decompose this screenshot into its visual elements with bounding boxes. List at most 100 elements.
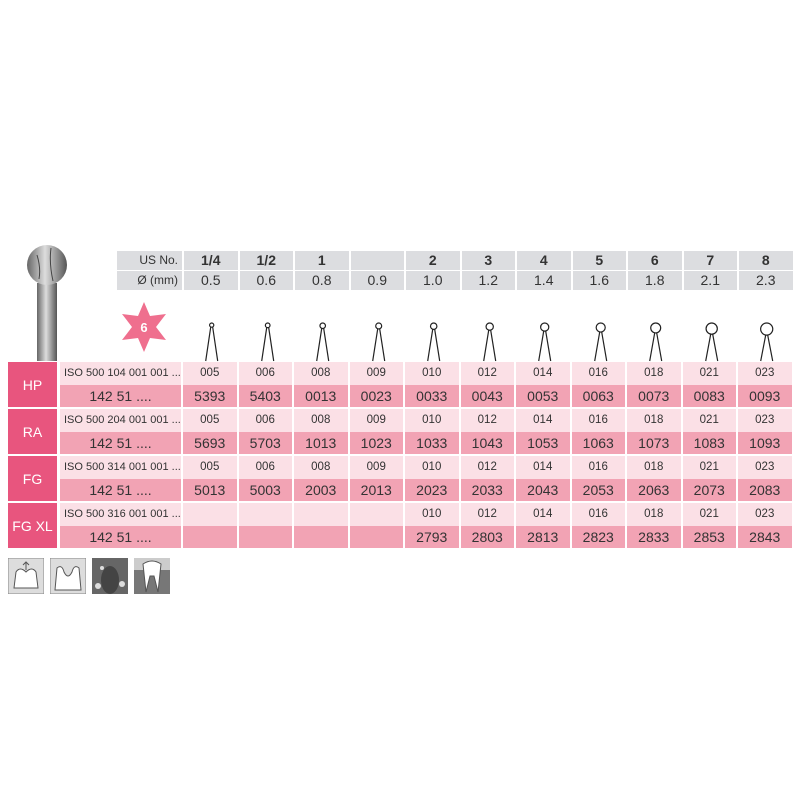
diameter-cell: 0.9 [350, 271, 404, 290]
size-cell: 023 [738, 409, 792, 432]
article-number-cell: 5703 [238, 431, 292, 454]
diameter-cell: 0.5 [184, 271, 238, 290]
article-number-cell [183, 525, 237, 548]
bur-shape-icon [538, 322, 552, 362]
size-cell: 023 [738, 503, 792, 526]
indication-icons [8, 558, 170, 594]
us-number-cell: 6 [628, 251, 682, 270]
handpiece-group-fg-xl: FG XL ISO 500 316 001 001 ... 010 012 014 016… [8, 503, 792, 548]
diameter-row: Ø (mm) 0.5 0.6 0.8 0.9 1.0 1.2 1.4 1.6 1.8 2.1 2.3 [117, 271, 793, 290]
article-number-cell: 1063 [571, 431, 625, 454]
article-number-cell: 2853 [682, 525, 736, 548]
us-label: US No. [117, 251, 182, 270]
article-number-cell: 2843 [738, 525, 792, 548]
size-cell: 010 [405, 503, 459, 526]
article-number-cell: 2013 [349, 478, 403, 501]
us-number-cell: 3 [461, 251, 515, 270]
bur-shape-icon [260, 322, 274, 362]
size-cell: 009 [349, 456, 403, 479]
handpiece-code: FG XL [8, 503, 57, 548]
size-cell: 010 [405, 409, 459, 432]
bur-shape-icon [593, 322, 607, 362]
article-number-cell [238, 525, 292, 548]
article-number-cell: 1043 [460, 431, 514, 454]
article-number-cell: 1073 [627, 431, 681, 454]
bur-shape-icon [427, 322, 441, 362]
size-cell [294, 503, 348, 526]
blade-count: 6 [140, 320, 147, 335]
article-number-cell: 2833 [627, 525, 681, 548]
size-cell [183, 503, 237, 526]
article-number-cell: 0053 [516, 384, 570, 407]
article-number-cell: 5693 [183, 431, 237, 454]
size-cell: 009 [349, 362, 403, 385]
us-number-cell: 1/4 [184, 251, 238, 270]
size-cell: 006 [238, 362, 292, 385]
size-cell: 014 [516, 456, 570, 479]
size-cell: 018 [627, 456, 681, 479]
size-cell: 005 [183, 456, 237, 479]
us-number-cell: 7 [683, 251, 737, 270]
diameter-cell: 0.8 [295, 271, 349, 290]
article-number-cell: 1023 [349, 431, 403, 454]
table-row: ISO 500 204 001 001 ... 005 006 008 009 010 01… [60, 409, 792, 432]
us-number-cell [350, 251, 404, 270]
ref-prefix: 142 51 .... [60, 478, 181, 501]
crown-preparation-icon [8, 558, 44, 594]
diameter-cell: 1.2 [461, 271, 515, 290]
iso-number: ISO 500 104 001 001 ... [60, 362, 181, 385]
size-cell: 014 [516, 503, 570, 526]
size-cell: 021 [682, 503, 736, 526]
handpiece-group-ra: RA ISO 500 204 001 001 ... 005 006 008 009 010… [8, 409, 792, 454]
article-number-cell: 2813 [516, 525, 570, 548]
size-cell: 016 [571, 503, 625, 526]
table-row: 142 51 .... 5693 5703 1013 1023 1033 1043 1053 1… [60, 431, 792, 454]
article-number-cell: 1013 [294, 431, 348, 454]
table-row: 142 51 .... 5393 5403 0013 0023 0033 0043 0053 0… [60, 384, 792, 407]
size-cell: 012 [460, 503, 514, 526]
us-number-cell: 1/2 [239, 251, 293, 270]
us-number-cell: 1 [295, 251, 349, 270]
size-cell: 009 [349, 409, 403, 432]
article-number-cell: 2793 [405, 525, 459, 548]
handpiece-group-hp: HP ISO 500 104 001 001 ... 005 006 008 009 010… [8, 362, 792, 407]
ref-prefix: 142 51 .... [60, 384, 181, 407]
size-cell: 008 [294, 362, 348, 385]
surgery-bone-icon [92, 558, 128, 594]
size-cell: 008 [294, 456, 348, 479]
bur-shape-icon [482, 322, 496, 362]
article-number-cell: 0013 [294, 384, 348, 407]
product-table: HP ISO 500 104 001 001 ... 005 006 008 009 010… [8, 362, 792, 550]
article-number-cell: 1093 [738, 431, 792, 454]
size-cell: 006 [238, 456, 292, 479]
article-number-cell: 2823 [571, 525, 625, 548]
article-number-cell: 0043 [460, 384, 514, 407]
size-cell: 023 [738, 362, 792, 385]
size-cell: 005 [183, 362, 237, 385]
article-number-cell: 0073 [627, 384, 681, 407]
size-cell [349, 503, 403, 526]
size-cell: 021 [682, 456, 736, 479]
table-row: 142 51 .... 5013 5003 2003 2013 2023 2033 2043 2… [60, 478, 792, 501]
size-cell: 008 [294, 409, 348, 432]
us-number-cell: 2 [406, 251, 460, 270]
diameter-label: Ø (mm) [117, 271, 182, 290]
table-row: ISO 500 314 001 001 ... 005 006 008 009 010 01… [60, 456, 792, 479]
size-cell: 014 [516, 362, 570, 385]
handpiece-code: HP [8, 362, 57, 407]
article-number-cell: 2073 [682, 478, 736, 501]
size-cell: 005 [183, 409, 237, 432]
size-cell: 012 [460, 362, 514, 385]
article-number-cell: 5013 [183, 478, 237, 501]
bur-shape-icon [704, 322, 718, 362]
article-number-cell: 2033 [460, 478, 514, 501]
size-cell: 018 [627, 409, 681, 432]
bur-shape-icon [760, 322, 774, 362]
article-number-cell: 1033 [405, 431, 459, 454]
article-number-cell: 5003 [238, 478, 292, 501]
size-cell: 016 [571, 456, 625, 479]
article-number-cell: 0083 [682, 384, 736, 407]
bur-shape-icon [205, 322, 219, 362]
article-number-cell [349, 525, 403, 548]
iso-number: ISO 500 316 001 001 ... [60, 503, 181, 526]
